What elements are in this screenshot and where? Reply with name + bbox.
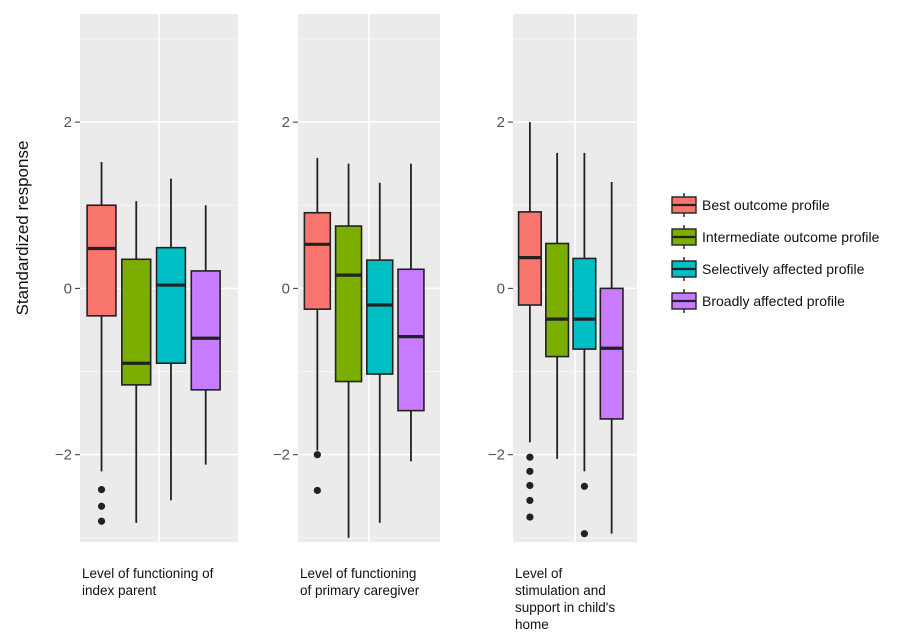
legend-label: Intermediate outcome profile bbox=[702, 229, 880, 245]
box-best-outcome-profile bbox=[86, 162, 117, 525]
panel-label-line: Level of bbox=[515, 566, 563, 581]
panel-label-line: Level of functioning of bbox=[82, 566, 214, 581]
box-intermediate-outcome-profile bbox=[334, 163, 363, 538]
y-axis-label: Standardized response bbox=[13, 141, 32, 316]
panel-label: Level of functioning of index parent bbox=[82, 566, 214, 598]
legend-label: Broadly affected profile bbox=[702, 293, 845, 309]
y-tick-label: 2 bbox=[282, 114, 290, 131]
box-body bbox=[572, 257, 597, 350]
box-body bbox=[397, 268, 425, 412]
box-intermediate-outcome-profile bbox=[121, 201, 152, 523]
box-best-outcome-profile bbox=[303, 157, 332, 495]
outlier-point bbox=[526, 496, 534, 505]
box-best-outcome-profile bbox=[517, 122, 543, 521]
panel-1: 2 0 −2 Level of functioning of index parent bbox=[55, 14, 238, 598]
panel-label-line: index parent bbox=[82, 583, 157, 598]
box-body bbox=[334, 225, 363, 383]
y-tick-label: −2 bbox=[55, 447, 72, 464]
box-body bbox=[303, 211, 332, 310]
outlier-point bbox=[526, 481, 534, 490]
legend-label: Best outcome profile bbox=[702, 197, 830, 213]
outlier-point bbox=[97, 502, 106, 510]
outlier-point bbox=[313, 486, 321, 495]
y-tick-label: −2 bbox=[273, 447, 290, 464]
outlier-point bbox=[97, 486, 106, 494]
y-tick-label: 2 bbox=[64, 114, 72, 131]
panel-label-line: support in child's bbox=[515, 600, 615, 615]
y-tick-label: 0 bbox=[64, 280, 72, 297]
panel-label: Level of functioning of primary caregiver bbox=[300, 566, 420, 598]
box-body bbox=[155, 246, 187, 365]
box-selectively-affected-profile bbox=[366, 182, 394, 523]
y-tick-label: 0 bbox=[282, 280, 290, 297]
box-body bbox=[366, 259, 394, 375]
y-tick-label: 2 bbox=[497, 114, 505, 131]
box-broadly-affected-profile bbox=[599, 181, 624, 534]
legend-item: Selectively affected profile bbox=[671, 257, 865, 281]
panel-label-line: stimulation and bbox=[515, 583, 606, 598]
y-tick-label: 0 bbox=[497, 280, 505, 297]
legend-item: Intermediate outcome profile bbox=[671, 225, 880, 249]
panel-label-line: Level of functioning bbox=[300, 566, 416, 581]
box-broadly-affected-profile bbox=[190, 205, 221, 465]
outlier-point bbox=[526, 513, 534, 521]
box-body bbox=[545, 242, 570, 358]
box-selectively-affected-profile bbox=[572, 152, 597, 538]
box-body bbox=[190, 270, 221, 391]
y-tick-label: −2 bbox=[488, 447, 505, 464]
legend-label: Selectively affected profile bbox=[702, 261, 865, 277]
box-selectively-affected-profile bbox=[155, 178, 187, 501]
legend: Best outcome profile Intermediate outcome… bbox=[671, 193, 880, 313]
panel-3: 2 0 −2 Level of stimulation and support in ch… bbox=[488, 14, 637, 632]
box-body bbox=[121, 258, 152, 386]
box-intermediate-outcome-profile bbox=[545, 152, 570, 459]
outlier-point bbox=[580, 530, 589, 538]
panel-label-line: home bbox=[515, 617, 549, 632]
legend-item: Broadly affected profile bbox=[671, 289, 845, 313]
panel-label-line: of primary caregiver bbox=[300, 583, 420, 598]
outlier-point bbox=[313, 451, 321, 459]
box-body bbox=[599, 287, 624, 420]
box-body bbox=[86, 204, 117, 317]
outlier-point bbox=[526, 453, 534, 461]
outlier-point bbox=[526, 467, 534, 475]
outlier-point bbox=[580, 482, 589, 490]
panel-2: 2 0 −2 Level of functioning of primary careg… bbox=[273, 14, 440, 598]
panel-label: Level of stimulation and support in child'… bbox=[515, 566, 615, 632]
box-broadly-affected-profile bbox=[397, 163, 425, 462]
legend-item: Best outcome profile bbox=[671, 193, 830, 217]
outlier-point bbox=[97, 517, 106, 525]
